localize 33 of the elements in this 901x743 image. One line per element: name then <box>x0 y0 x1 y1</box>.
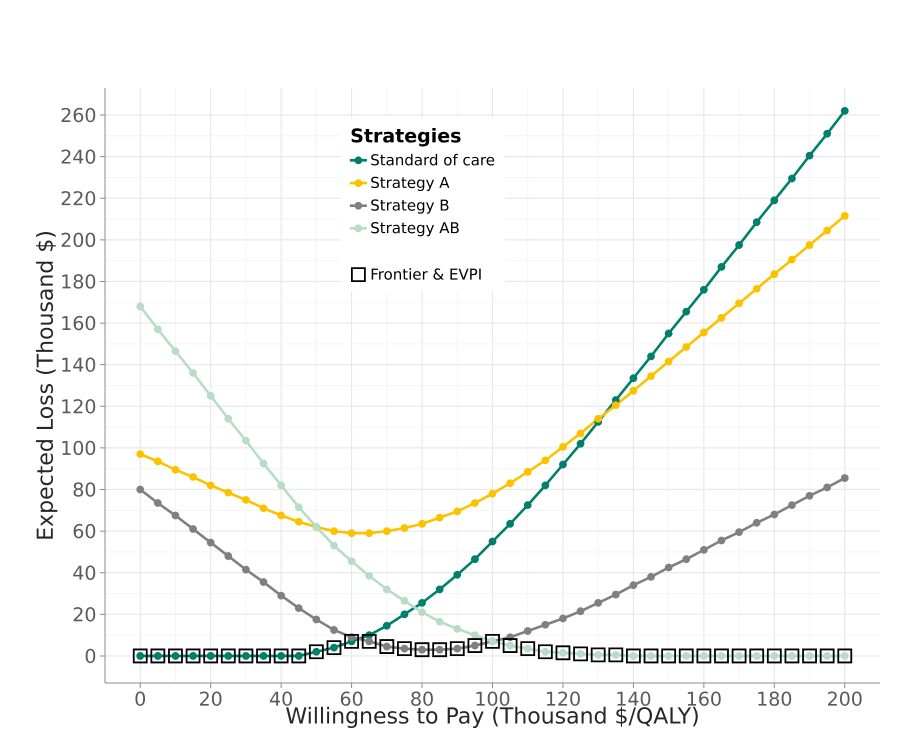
y-tick-label: 0 <box>86 648 96 664</box>
x-tick-label: 0 <box>135 692 146 706</box>
y-tick-label: 240 <box>62 149 96 164</box>
y-tick-label: 60 <box>74 524 96 538</box>
legend-label: Strategy A <box>371 176 450 192</box>
x-tick-label: 180 <box>758 692 792 706</box>
y-tick-label: 100 <box>62 440 96 456</box>
y-tick-label: 160 <box>62 316 96 330</box>
x-tick-label: 40 <box>270 692 292 706</box>
x-tick-label: 120 <box>546 692 580 706</box>
x-axis-title: Willingness to Pay (Thousand $/QALY) <box>286 706 698 728</box>
y-tick-label: 120 <box>62 399 96 414</box>
y-tick-label: 140 <box>62 358 96 372</box>
legend-label: Standard of care <box>371 154 494 166</box>
y-tick-label: 180 <box>62 274 96 289</box>
legend-label: Strategy B <box>371 199 448 214</box>
y-tick-label: 80 <box>74 482 96 497</box>
x-tick-label: 100 <box>476 692 510 706</box>
y-tick-label: 220 <box>62 191 96 206</box>
x-tick-label: 80 <box>411 692 433 706</box>
x-tick-label: 140 <box>617 692 650 706</box>
x-tick-label: 20 <box>200 692 222 706</box>
x-tick-label: 160 <box>688 692 721 706</box>
y-tick-label: 260 <box>62 108 96 122</box>
y-axis-title: Expected Loss (Thousand $) <box>36 232 58 539</box>
y-tick-label: 40 <box>73 566 96 580</box>
x-tick-label: 200 <box>828 692 862 706</box>
y-tick-label: 200 <box>62 232 96 248</box>
legend-title: Strategies <box>352 128 461 146</box>
y-tick-label: 20 <box>74 607 96 622</box>
legend-label: Strategy AB <box>371 222 459 236</box>
legend-label: Frontier & EVPI <box>372 268 481 280</box>
x-tick-label: 60 <box>340 692 362 706</box>
